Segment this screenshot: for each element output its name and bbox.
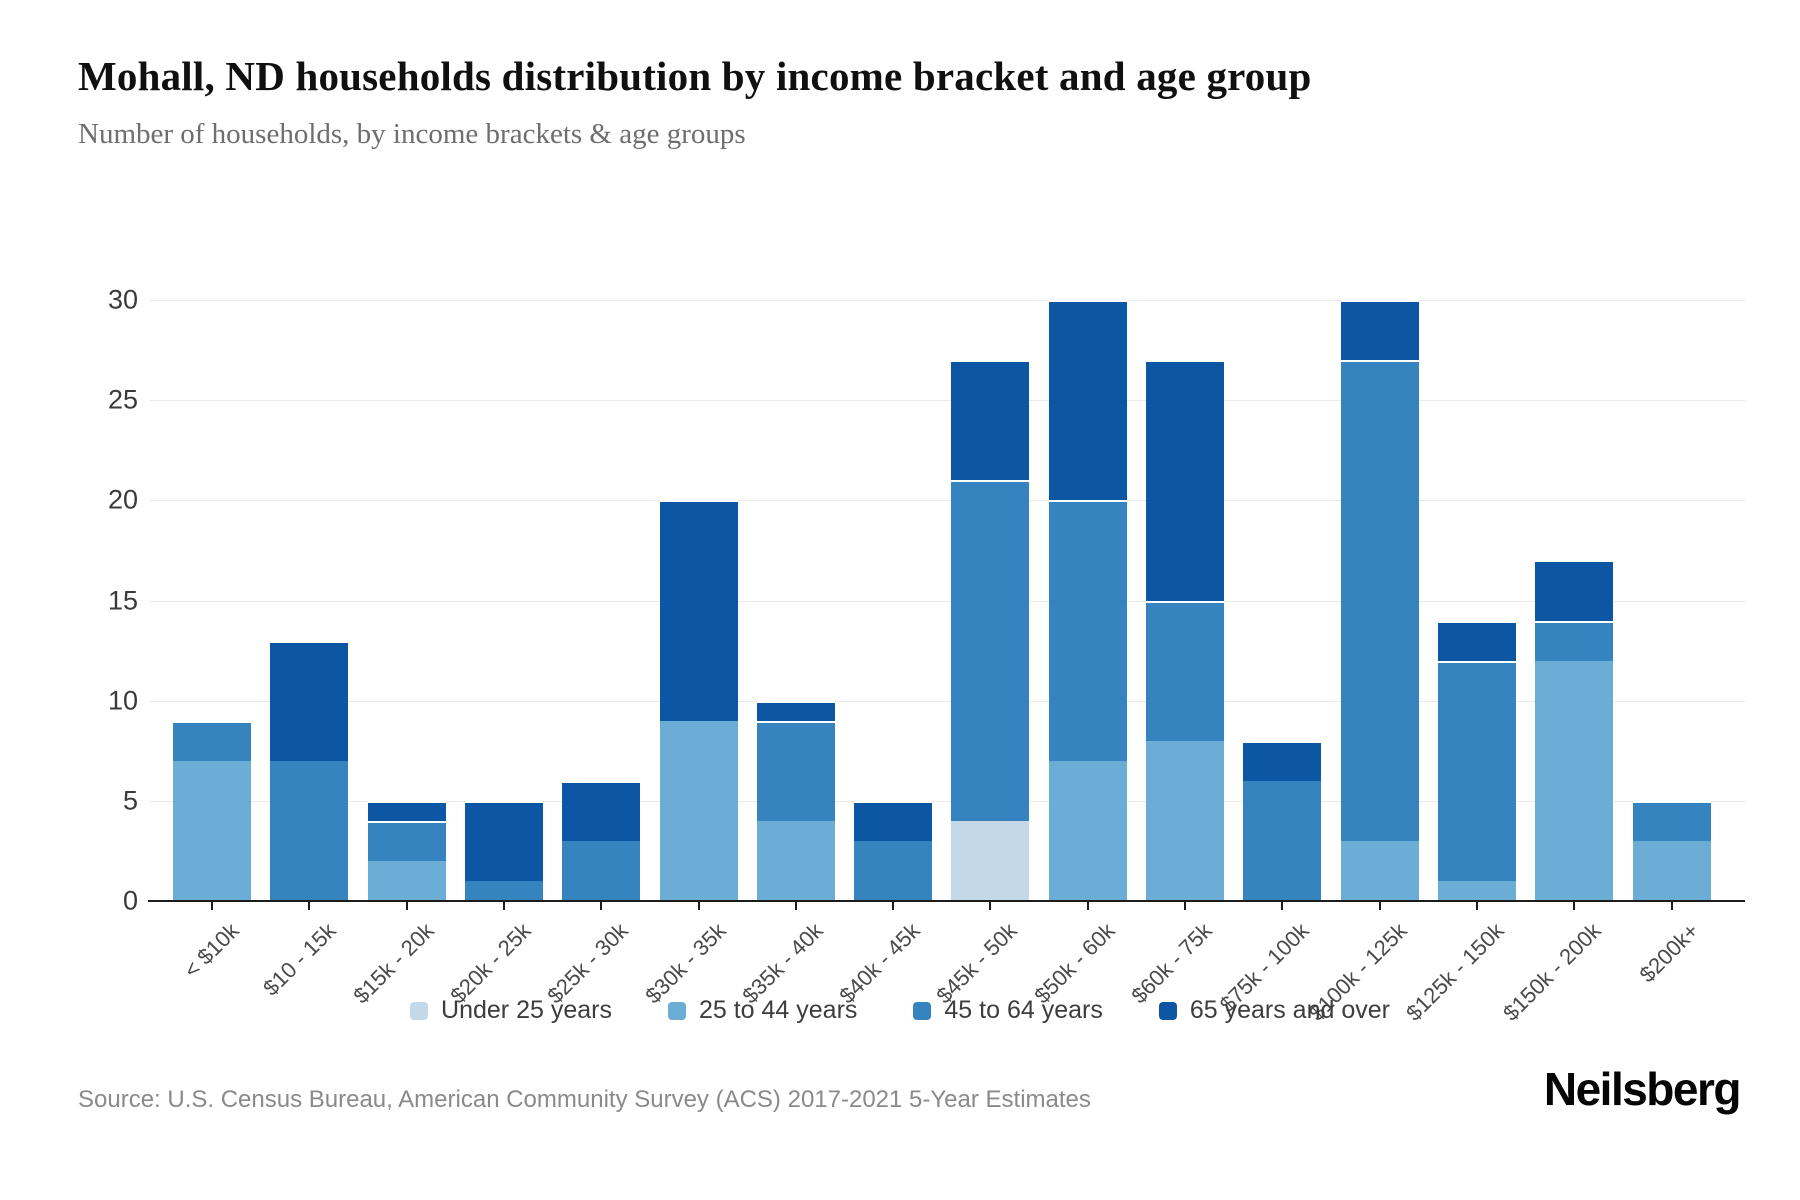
x-axis-tick bbox=[1670, 902, 1673, 910]
legend-swatch-icon bbox=[1158, 1001, 1177, 1020]
bar-segment-65-years-and-over[interactable] bbox=[1535, 560, 1614, 621]
bar-segment-65-years-and-over[interactable] bbox=[367, 800, 446, 821]
bar-segment-45-to-64-years[interactable] bbox=[854, 840, 933, 901]
bar-segment-45-to-64-years[interactable] bbox=[1340, 360, 1419, 841]
bar-segment-45-to-64-years[interactable] bbox=[756, 720, 835, 821]
bar-segment-65-years-and-over[interactable] bbox=[562, 780, 641, 841]
bar-segment-65-years-and-over[interactable] bbox=[270, 640, 349, 761]
bar-segment-45-to-64-years[interactable] bbox=[173, 720, 251, 761]
legend-swatch-icon bbox=[913, 1001, 932, 1020]
bar-segment-45-to-64-years[interactable] bbox=[1146, 600, 1224, 741]
bar-segment-65-years-and-over[interactable] bbox=[756, 700, 835, 721]
bar-segment-65-years-and-over[interactable] bbox=[1146, 360, 1224, 601]
bar-segment-45-to-64-years[interactable] bbox=[1048, 500, 1127, 761]
x-axis-tick bbox=[502, 902, 505, 910]
bar-segment-65-years-and-over[interactable] bbox=[1340, 300, 1419, 361]
legend-item-45-to-64-years[interactable]: 45 to 64 years bbox=[913, 996, 1103, 1025]
y-axis-tick-label: 0 bbox=[122, 885, 138, 916]
x-axis-tick bbox=[600, 902, 603, 910]
y-axis-tick-label: 15 bbox=[107, 585, 138, 616]
bar-segment-65-years-and-over[interactable] bbox=[854, 800, 933, 841]
brand-logo: Neilsberg bbox=[1543, 1063, 1742, 1115]
x-axis-tick bbox=[1281, 902, 1284, 910]
bar-segment-45-to-64-years[interactable] bbox=[464, 880, 543, 901]
bar-segment-45-to-64-years[interactable] bbox=[951, 480, 1030, 821]
bar-segment-25-to-44-years[interactable] bbox=[1437, 880, 1516, 901]
x-axis-tick bbox=[892, 902, 895, 910]
legend-item-under-25-years[interactable]: Under 25 years bbox=[410, 996, 612, 1025]
bar-segment-25-to-44-years[interactable] bbox=[756, 820, 835, 901]
bar-segment-65-years-and-over[interactable] bbox=[1243, 740, 1322, 781]
gridline bbox=[150, 400, 1745, 402]
x-axis-tick bbox=[1573, 902, 1576, 910]
gridline bbox=[150, 700, 1745, 702]
bar-segment-25-to-44-years[interactable] bbox=[367, 860, 446, 901]
bar-segment-65-years-and-over[interactable] bbox=[464, 800, 543, 881]
bar-segment-25-to-44-years[interactable] bbox=[173, 760, 251, 901]
x-axis-line bbox=[148, 900, 1745, 902]
bar-segment-65-years-and-over[interactable] bbox=[659, 500, 738, 721]
bar-segment-45-to-64-years[interactable] bbox=[270, 760, 349, 901]
legend-item-25-to-44-years[interactable]: 25 to 44 years bbox=[667, 996, 858, 1025]
legend-swatch-icon bbox=[410, 1001, 429, 1020]
bar-segment-45-to-64-years[interactable] bbox=[1243, 780, 1322, 901]
y-axis-tick-label: 20 bbox=[107, 484, 138, 515]
legend-label: 25 to 44 years bbox=[698, 996, 858, 1024]
x-axis-tick bbox=[794, 902, 797, 910]
gridline bbox=[150, 500, 1745, 502]
bar-segment-65-years-and-over[interactable] bbox=[951, 360, 1030, 481]
x-axis-tick bbox=[1475, 902, 1478, 910]
y-axis-tick-label: 30 bbox=[107, 284, 138, 315]
x-axis-tick bbox=[405, 902, 408, 910]
y-axis-tick-label: 25 bbox=[107, 384, 138, 415]
y-axis-tick-label: 10 bbox=[107, 685, 138, 716]
bar-segment-25-to-44-years[interactable] bbox=[1146, 740, 1224, 901]
bar-segment-25-to-44-years[interactable] bbox=[1535, 660, 1614, 901]
x-axis-tick bbox=[1378, 902, 1381, 910]
x-axis-tick bbox=[697, 902, 700, 910]
gridline bbox=[150, 600, 1745, 602]
bar-segment-25-to-44-years[interactable] bbox=[1632, 840, 1711, 901]
bar-segment-25-to-44-years[interactable] bbox=[659, 720, 738, 901]
bar-segment-65-years-and-over[interactable] bbox=[1048, 300, 1127, 501]
legend-label: 45 to 64 years bbox=[944, 996, 1103, 1024]
x-axis-tick bbox=[989, 902, 992, 910]
legend-label: 65 years and over bbox=[1189, 996, 1390, 1024]
page-subtitle: Number of households, by income brackets… bbox=[78, 118, 746, 150]
legend-label: Under 25 years bbox=[441, 996, 612, 1024]
bar-segment-25-to-44-years[interactable] bbox=[1340, 840, 1419, 901]
bar-segment-45-to-64-years[interactable] bbox=[367, 820, 446, 861]
x-axis-tick bbox=[1086, 902, 1089, 910]
legend-item-65-years-and-over[interactable]: 65 years and over bbox=[1158, 996, 1390, 1025]
bar-segment-45-to-64-years[interactable] bbox=[1437, 660, 1516, 881]
gridline bbox=[150, 800, 1745, 802]
bar-segment-25-to-44-years[interactable] bbox=[1048, 760, 1127, 901]
x-axis-tick bbox=[308, 902, 311, 910]
x-axis-tick bbox=[1184, 902, 1186, 910]
y-axis-tick-label: 5 bbox=[122, 785, 138, 816]
legend-swatch-icon bbox=[667, 1001, 686, 1020]
bar-segment-65-years-and-over[interactable] bbox=[1437, 620, 1516, 661]
page-title: Mohall, ND households distribution by in… bbox=[78, 53, 1312, 99]
x-axis-tick bbox=[211, 902, 213, 910]
gridline bbox=[150, 300, 1745, 302]
bar-segment-45-to-64-years[interactable] bbox=[1535, 620, 1614, 661]
chart-legend: Under 25 years 25 to 44 years 45 to 64 yea… bbox=[0, 996, 1800, 1025]
bar-segment-45-to-64-years[interactable] bbox=[562, 840, 641, 901]
source-note: Source: U.S. Census Bureau, American Com… bbox=[78, 1086, 1091, 1113]
bar-segment-under-25-years[interactable] bbox=[951, 820, 1030, 901]
bar-segment-45-to-64-years[interactable] bbox=[1632, 800, 1711, 841]
